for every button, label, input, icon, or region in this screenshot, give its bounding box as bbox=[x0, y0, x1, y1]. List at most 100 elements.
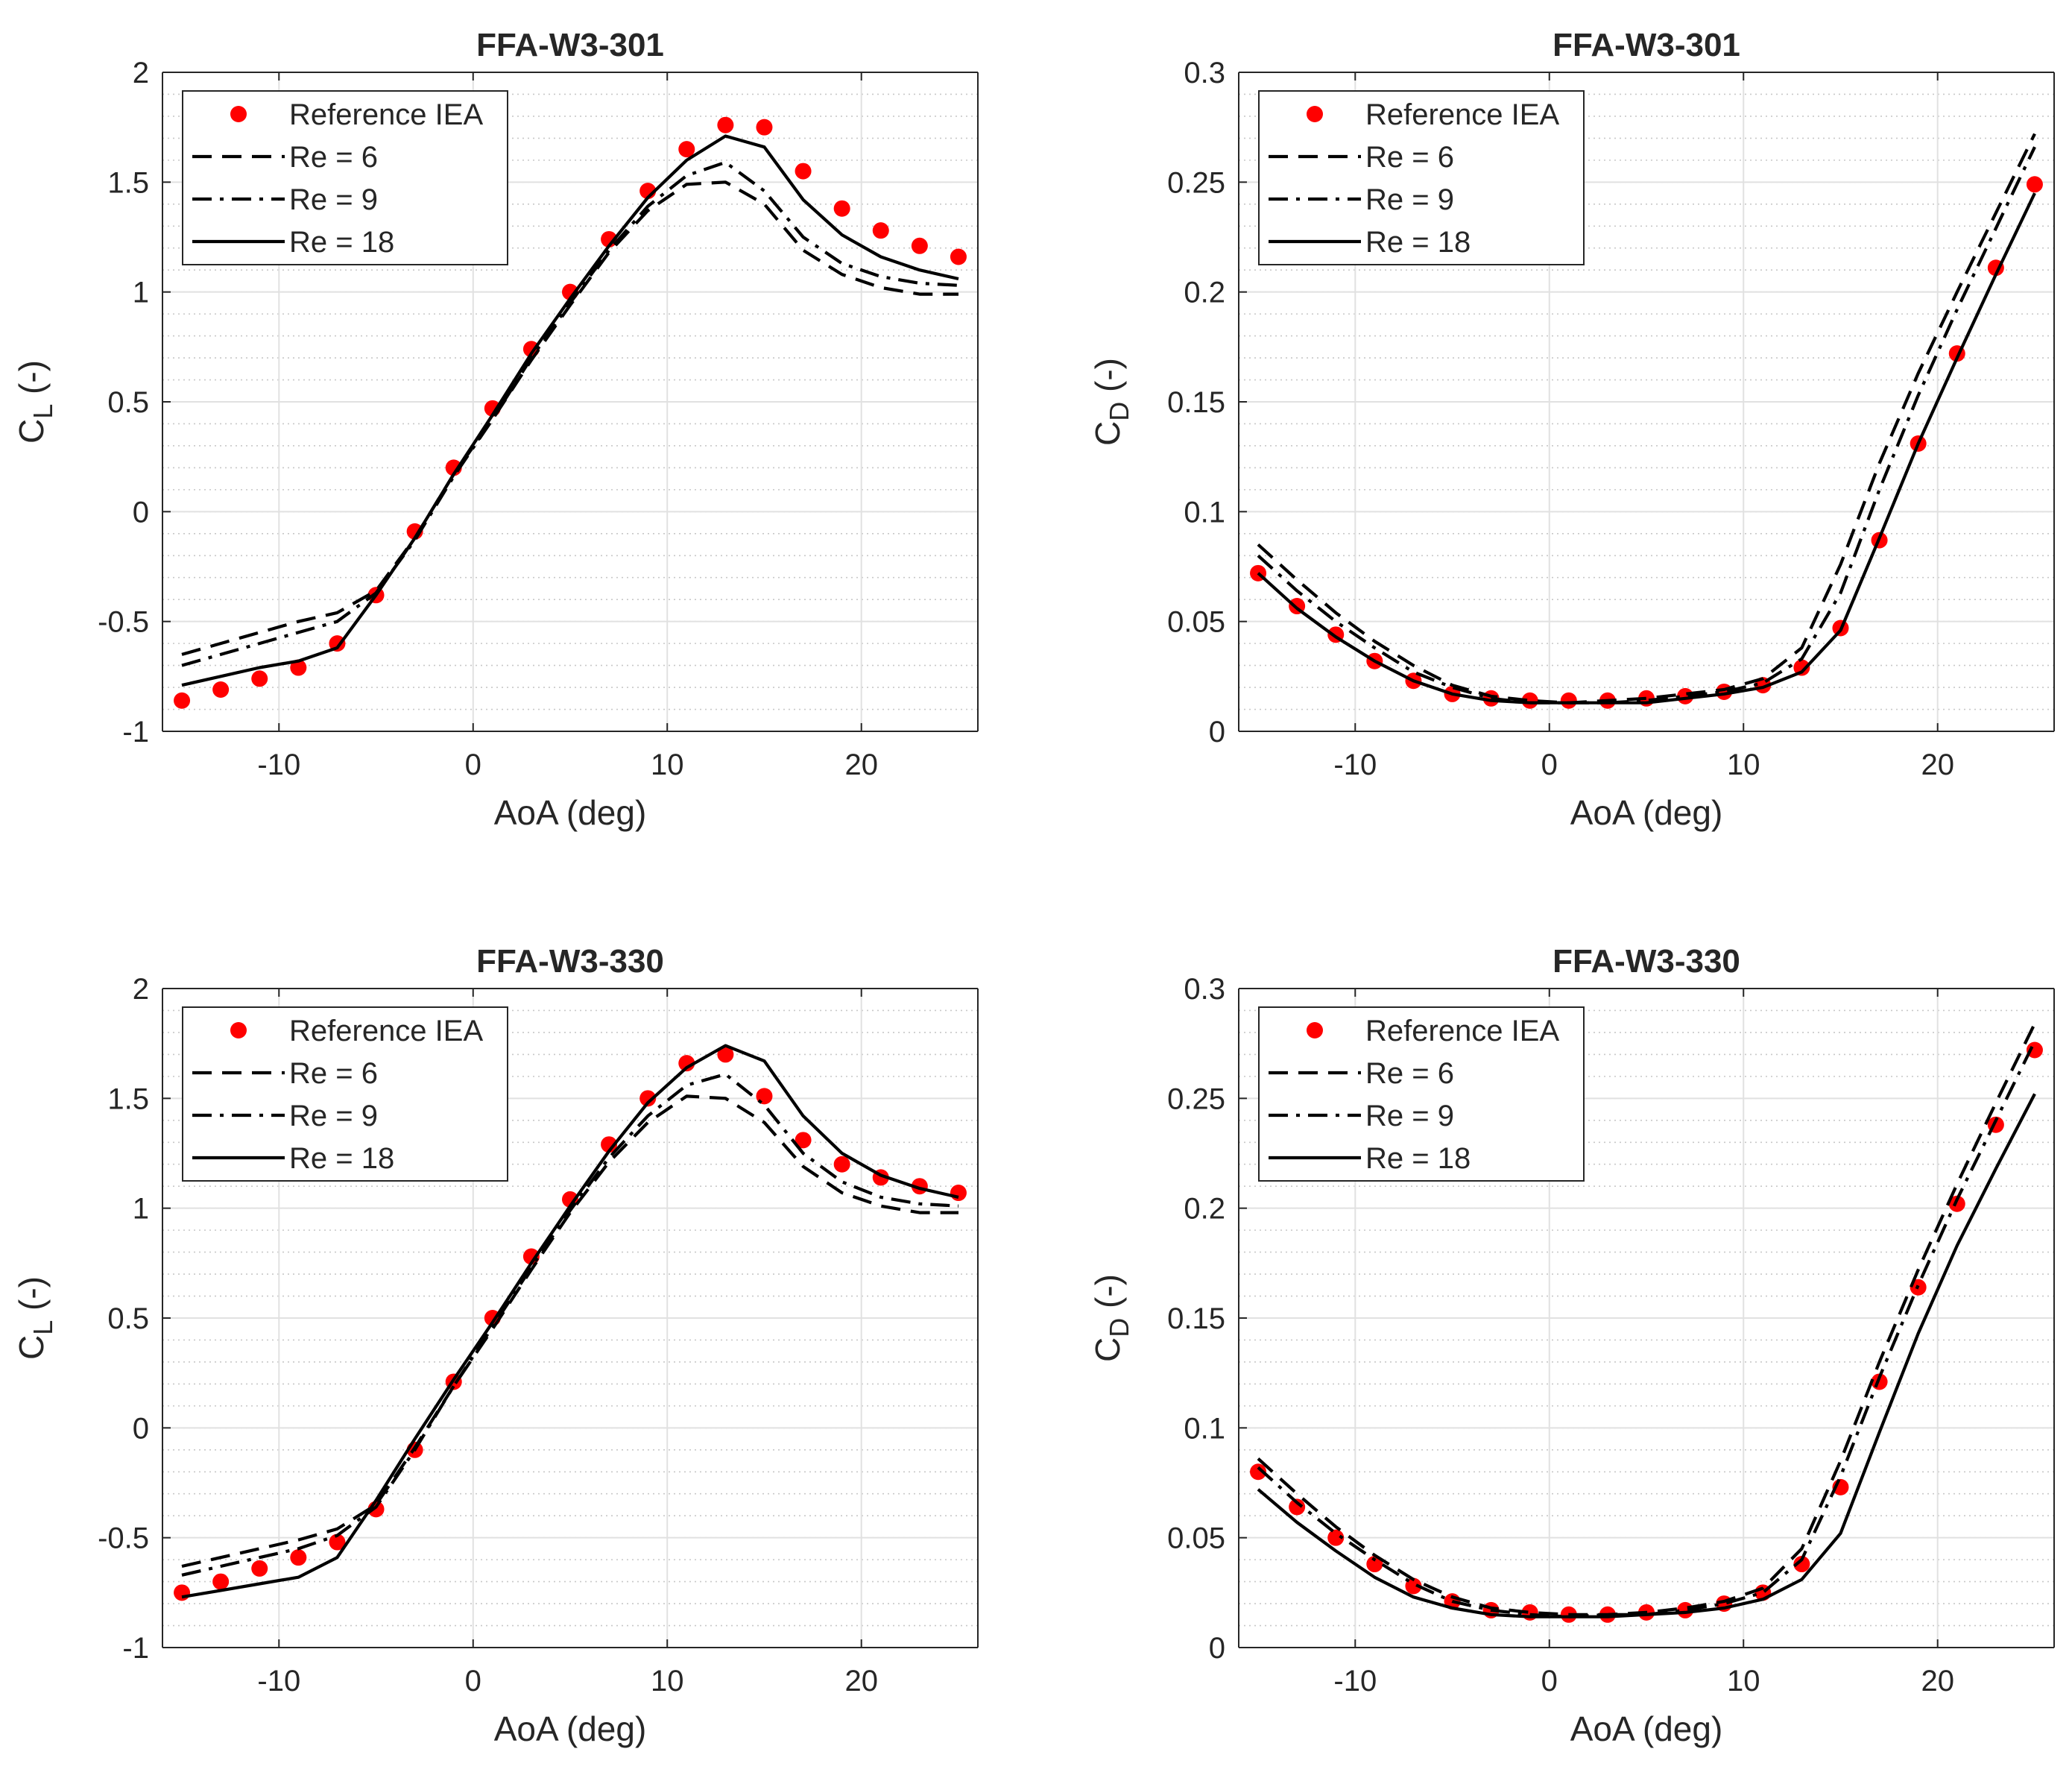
data-point-reference-iea bbox=[1327, 1529, 1345, 1546]
x-tick-label: 10 bbox=[651, 748, 684, 781]
x-tick-label: 0 bbox=[465, 1665, 481, 1698]
y-tick-label: 0.5 bbox=[107, 386, 149, 419]
y-tick-label: 0 bbox=[133, 1412, 149, 1445]
legend-label: Re = 6 bbox=[1365, 141, 1454, 174]
data-point-reference-iea bbox=[872, 222, 889, 239]
data-point-reference-iea bbox=[833, 200, 850, 217]
chart-title: FFA-W3-301 bbox=[1553, 27, 1740, 63]
data-point-reference-iea bbox=[1521, 692, 1538, 709]
chart-title: FFA-W3-301 bbox=[476, 27, 664, 63]
x-tick-label: -10 bbox=[1333, 1665, 1377, 1698]
x-tick-label: 20 bbox=[1921, 1665, 1954, 1698]
y-tick-label: -1 bbox=[122, 1632, 149, 1665]
legend-label: Re = 6 bbox=[289, 141, 378, 174]
y-tick-label: -0.5 bbox=[98, 606, 149, 639]
data-point-reference-iea bbox=[1366, 1556, 1383, 1573]
chart-title: FFA-W3-330 bbox=[1553, 943, 1740, 980]
y-axis-label: CL (-) bbox=[12, 360, 58, 444]
y-tick-label: 0 bbox=[1209, 1632, 1225, 1665]
data-point-reference-iea bbox=[950, 248, 967, 265]
plot-series-group bbox=[1250, 133, 2043, 709]
data-point-reference-iea bbox=[601, 1136, 618, 1153]
y-tick-label: 2 bbox=[133, 973, 149, 1006]
x-axis-label: AoA (deg) bbox=[494, 793, 647, 832]
series-line-re-18 bbox=[1257, 1093, 2036, 1618]
y-tick-label: 0 bbox=[1209, 716, 1225, 748]
y-axis-label: CL (-) bbox=[12, 1276, 58, 1360]
legend-marker bbox=[1307, 1022, 1323, 1038]
y-axis-label: CD (-) bbox=[1088, 1274, 1134, 1362]
data-point-reference-iea bbox=[1560, 692, 1577, 709]
data-point-reference-iea bbox=[2026, 176, 2043, 193]
x-tick-label: -10 bbox=[1333, 748, 1377, 781]
legend-label: Re = 9 bbox=[1365, 1100, 1454, 1132]
legend-label: Re = 6 bbox=[289, 1057, 378, 1090]
x-tick-label: 10 bbox=[1727, 1665, 1760, 1698]
data-point-reference-iea bbox=[2026, 1041, 2043, 1059]
series-line-re-18 bbox=[181, 1044, 959, 1599]
series-line-re-6 bbox=[181, 1094, 958, 1569]
y-tick-label: -1 bbox=[122, 716, 149, 748]
data-point-reference-iea bbox=[1289, 1498, 1306, 1516]
chart-panel-3: -10 0 10 20 -1 -0.5 0 0.5 1 1.5 2 FFA-W3-330 AoA (de… bbox=[12, 943, 979, 1748]
series-line-re-6 bbox=[1257, 133, 2036, 704]
y-tick-label: 0.25 bbox=[1167, 1082, 1225, 1115]
x-axis-label: AoA (deg) bbox=[1570, 793, 1723, 832]
data-point-reference-iea bbox=[950, 1185, 967, 1202]
y-tick-label: -0.5 bbox=[98, 1522, 149, 1555]
x-tick-label: 20 bbox=[844, 748, 878, 781]
data-point-reference-iea bbox=[174, 1584, 191, 1601]
data-point-reference-iea bbox=[678, 1055, 695, 1072]
legend-label: Reference IEA bbox=[289, 1015, 483, 1047]
legend-label: Reference IEA bbox=[1365, 1015, 1559, 1047]
data-point-reference-iea bbox=[639, 1090, 657, 1107]
data-point-reference-iea bbox=[1793, 1556, 1810, 1573]
x-tick-label: 20 bbox=[844, 1665, 878, 1698]
data-point-reference-iea bbox=[329, 1533, 346, 1551]
x-tick-label: -10 bbox=[257, 1665, 300, 1698]
y-tick-label: 0.5 bbox=[107, 1302, 149, 1335]
legend-label: Re = 18 bbox=[289, 1142, 394, 1175]
x-tick-label: 0 bbox=[1541, 1665, 1558, 1698]
y-tick-label: 2 bbox=[133, 57, 149, 89]
y-tick-label: 1.5 bbox=[107, 166, 149, 199]
data-point-reference-iea bbox=[833, 1156, 850, 1173]
y-tick-label: 0 bbox=[133, 496, 149, 529]
y-axis-label: CD (-) bbox=[1088, 358, 1134, 446]
data-point-reference-iea bbox=[1250, 1463, 1267, 1481]
x-tick-label: -10 bbox=[257, 748, 300, 781]
x-tick-label: 20 bbox=[1921, 748, 1954, 781]
data-point-reference-iea bbox=[717, 1046, 734, 1063]
chart-title: FFA-W3-330 bbox=[476, 943, 664, 980]
y-tick-label: 0.2 bbox=[1184, 1193, 1225, 1226]
data-point-reference-iea bbox=[290, 1549, 307, 1566]
data-point-reference-iea bbox=[251, 670, 268, 687]
legend-label: Reference IEA bbox=[1365, 98, 1559, 131]
chart-panel-1: -10 0 10 20 -1 -0.5 0 0.5 1 1.5 2 FFA-W3-301 AoA (de… bbox=[12, 27, 979, 832]
data-point-reference-iea bbox=[290, 659, 307, 676]
data-point-reference-iea bbox=[329, 635, 346, 652]
legend: Reference IEA Re = 6 Re = 9 Re = 18 bbox=[1258, 1006, 1585, 1182]
legend-label: Re = 9 bbox=[289, 183, 378, 216]
series-line-re-18 bbox=[181, 134, 959, 687]
y-tick-label: 1 bbox=[133, 1193, 149, 1226]
y-tick-label: 0.15 bbox=[1167, 386, 1225, 419]
legend-label: Re = 9 bbox=[289, 1100, 378, 1132]
legend: Reference IEA Re = 6 Re = 9 Re = 18 bbox=[182, 90, 508, 265]
series-line-re-9 bbox=[181, 160, 959, 667]
data-point-reference-iea bbox=[212, 681, 230, 699]
x-tick-label: 10 bbox=[1727, 748, 1760, 781]
data-point-reference-iea bbox=[795, 163, 812, 180]
y-tick-label: 0.25 bbox=[1167, 166, 1225, 199]
legend-marker bbox=[230, 1022, 247, 1038]
x-axis-label: AoA (deg) bbox=[494, 1709, 647, 1748]
legend: Reference IEA Re = 6 Re = 9 Re = 18 bbox=[1258, 90, 1585, 265]
x-tick-label: 0 bbox=[465, 748, 481, 781]
y-tick-label: 0.3 bbox=[1184, 57, 1225, 89]
plot-series-group bbox=[1250, 1023, 2043, 1623]
x-axis-label: AoA (deg) bbox=[1570, 1709, 1723, 1748]
y-tick-label: 0.05 bbox=[1167, 606, 1225, 639]
legend-label: Re = 6 bbox=[1365, 1057, 1454, 1090]
x-tick-label: 10 bbox=[651, 1665, 684, 1698]
